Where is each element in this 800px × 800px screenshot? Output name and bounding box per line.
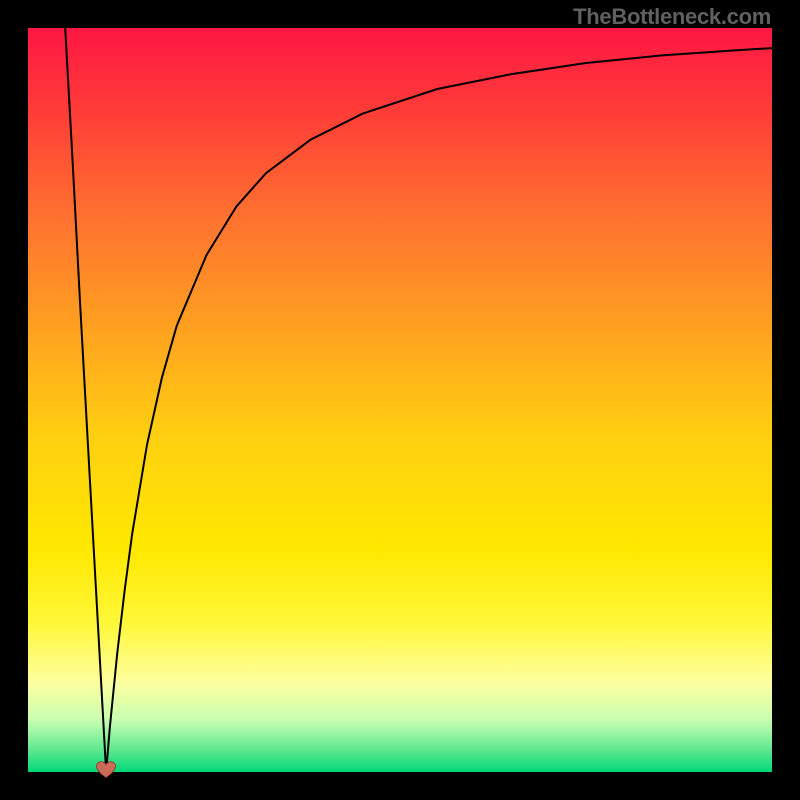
chart-container: TheBottleneck.com bbox=[0, 0, 800, 800]
right-branch-curve bbox=[106, 48, 772, 772]
curve-layer bbox=[28, 28, 772, 772]
minimum-heart-marker bbox=[96, 760, 116, 780]
left-branch-curve bbox=[65, 28, 106, 772]
plot-area bbox=[28, 28, 772, 772]
watermark-text: TheBottleneck.com bbox=[573, 4, 771, 30]
